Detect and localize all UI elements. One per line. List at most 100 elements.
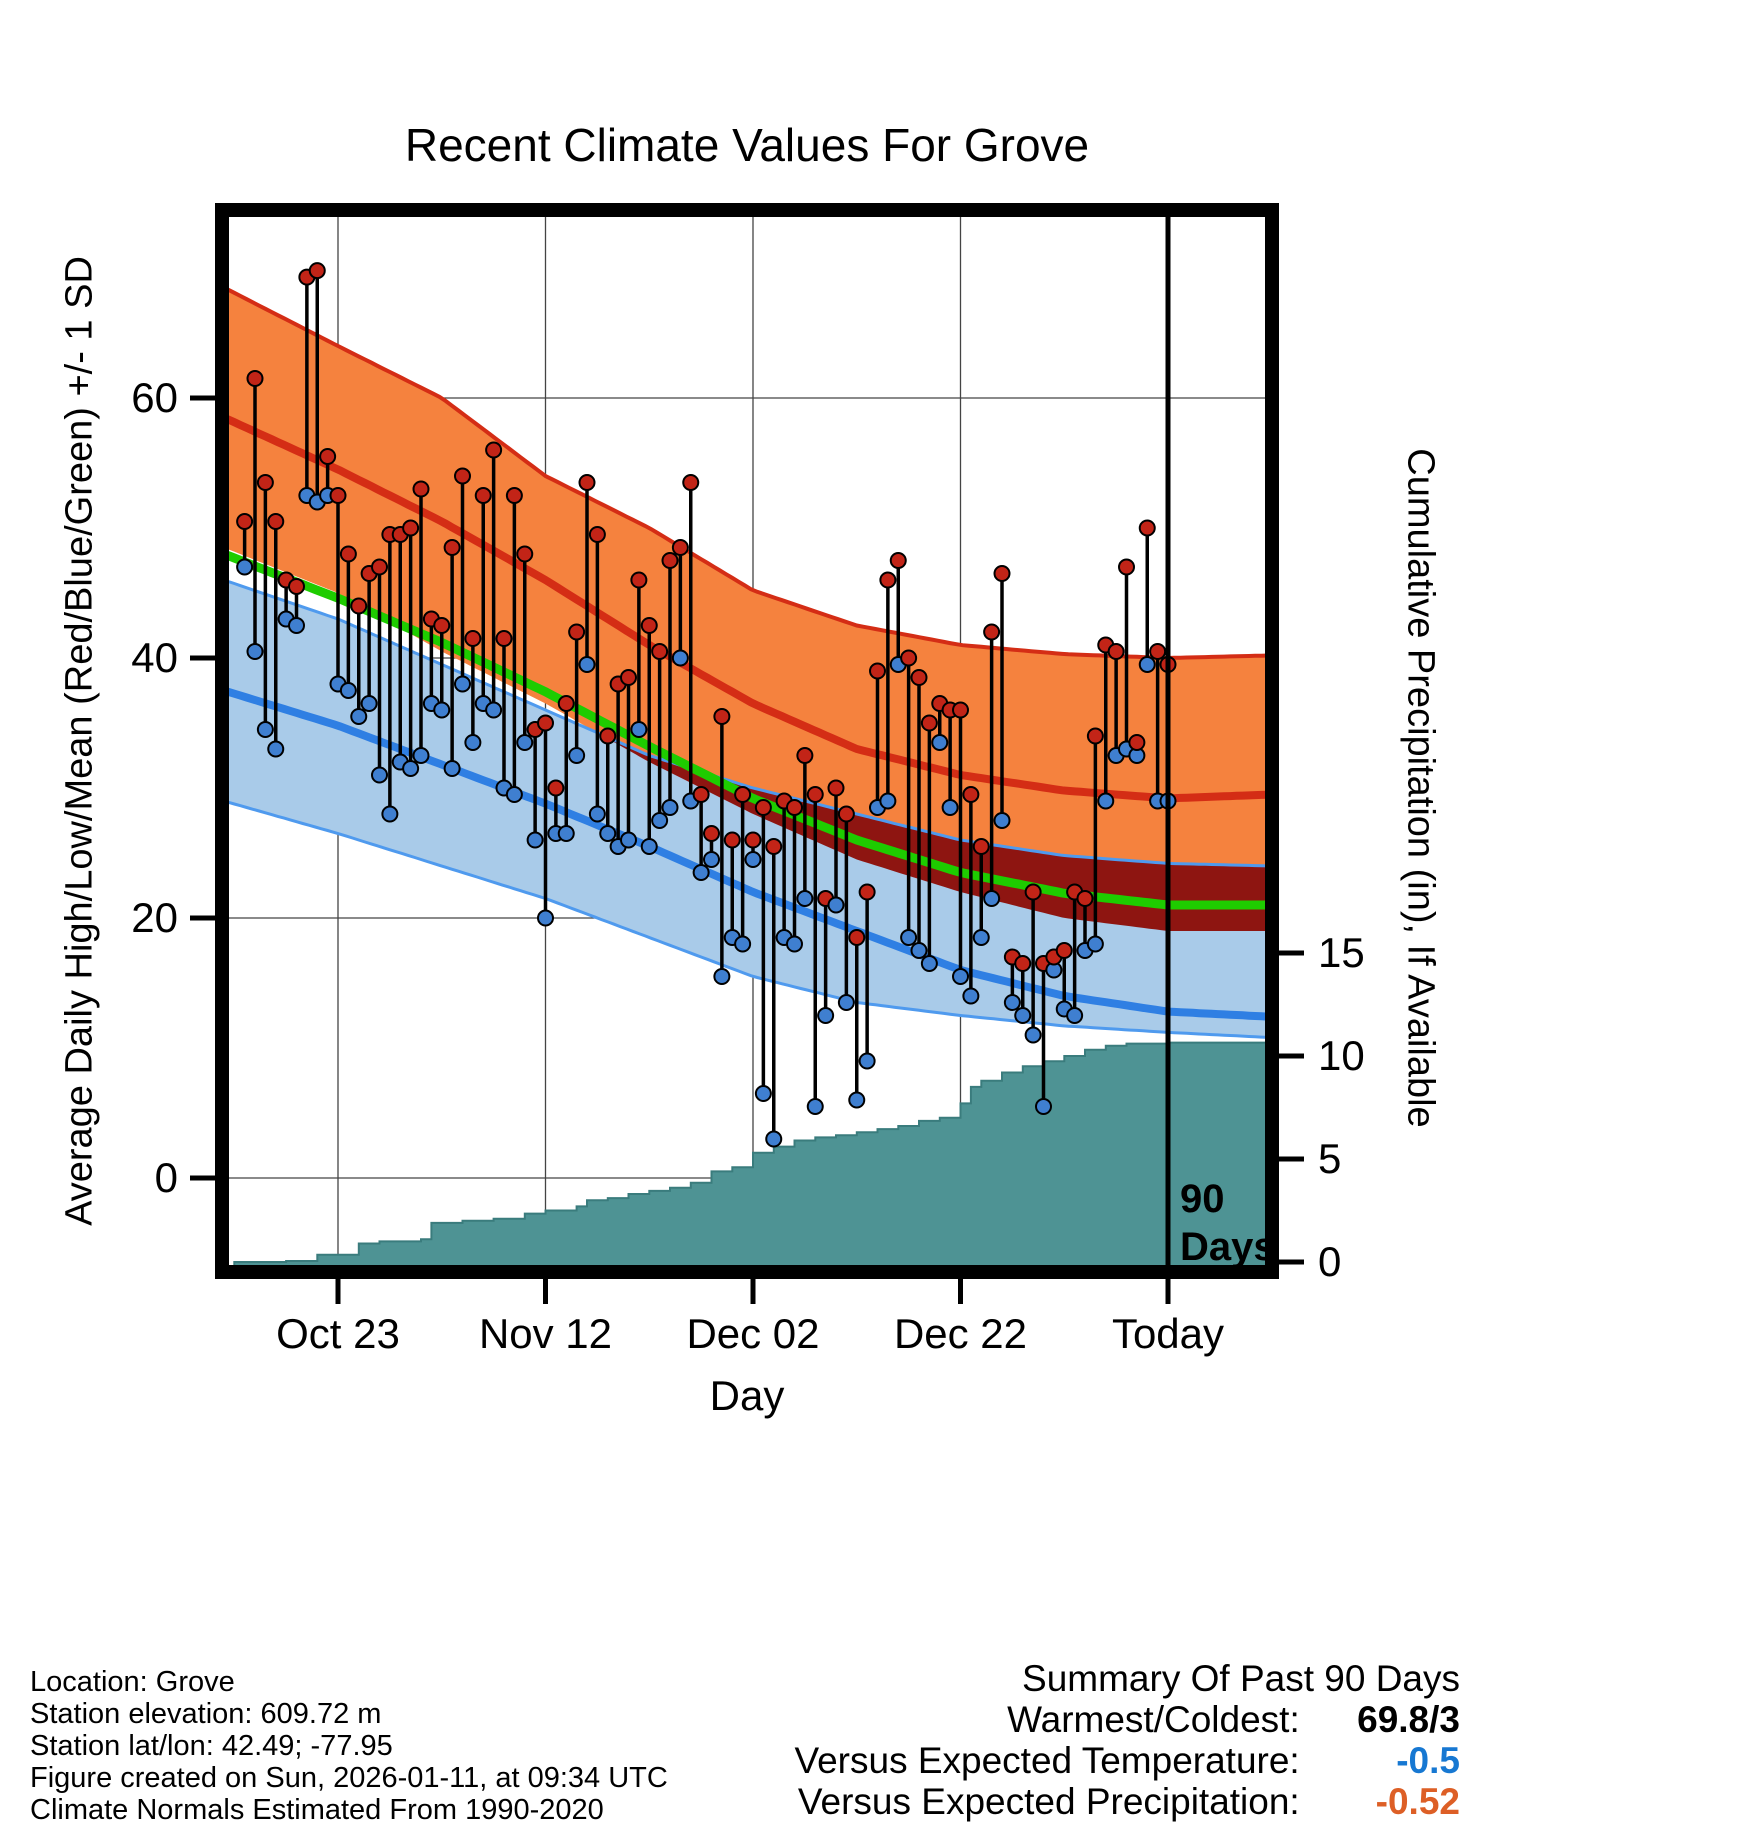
daily-low-dot: [941, 799, 959, 816]
mean-low-line: [217, 686, 1276, 1021]
left-tick-label: 40: [131, 634, 178, 681]
metadata-latlon: Station lat/lon: 42.49; -77.95: [30, 1730, 393, 1762]
daily-low-dot: [630, 721, 648, 738]
daily-high-dot: [993, 565, 1011, 582]
daily-low-dot: [454, 675, 471, 693]
right-tick-label: 10: [1318, 1032, 1365, 1079]
daily-low-dot: [485, 701, 503, 719]
daily-high-dot: [485, 441, 503, 459]
summary-label: Versus Expected Temperature:: [794, 1740, 1300, 1781]
daily-high-dot: [703, 825, 720, 842]
daily-high-dot: [547, 779, 565, 797]
daily-high-dot: [516, 545, 534, 563]
daily-low-dot: [256, 721, 274, 738]
daily-high-dot: [464, 630, 482, 647]
daily-low-dot: [267, 740, 285, 758]
summary-value: 69.8/3: [1357, 1699, 1460, 1740]
metadata-location: Location: Grove: [30, 1666, 235, 1698]
daily-low-dot: [837, 994, 855, 1011]
x-axis-title: Day: [709, 1372, 785, 1419]
daily-low-dot: [588, 805, 606, 823]
ninety-day-label-bottom: Days: [1180, 1225, 1276, 1269]
daily-low-dot: [1138, 656, 1156, 673]
summary-block: Summary Of Past 90 Days Warmest/Coldest:…: [794, 1658, 1460, 1822]
metadata-elevation: Station elevation: 609.72 m: [30, 1698, 382, 1730]
chart-title: Recent Climate Values For Grove: [404, 119, 1090, 171]
daily-low-dot: [526, 831, 544, 849]
x-tick-label: Today: [1112, 1310, 1224, 1357]
daily-high-dot: [256, 474, 274, 491]
daily-high-dot: [734, 786, 752, 803]
daily-high-dot: [288, 578, 305, 595]
daily-low-dot: [412, 747, 430, 764]
summary-row-vs-temperature: Versus Expected Temperature: -0.5: [794, 1740, 1460, 1781]
daily-low-dot: [578, 656, 596, 673]
daily-low-dot: [848, 1091, 866, 1109]
daily-high-dot: [671, 539, 689, 556]
low-band-upper-edge: [221, 578, 1272, 868]
daily-low-dot: [516, 734, 534, 751]
daily-high-dot: [412, 480, 430, 498]
daily-low-dot: [433, 701, 451, 719]
daily-high-dot: [339, 545, 357, 563]
daily-high-dot: [568, 623, 586, 641]
daily-low-dot: [744, 851, 762, 868]
ninety-day-label-top: 90: [1180, 1177, 1225, 1221]
daily-low-dot: [381, 805, 399, 823]
summary-title: Summary Of Past 90 Days: [1022, 1658, 1460, 1699]
metadata-normals: Climate Normals Estimated From 1990-2020: [30, 1794, 604, 1826]
daily-high-dot: [319, 448, 337, 465]
daily-high-dot: [474, 487, 492, 504]
daily-high-dot: [900, 649, 918, 667]
high-temp-band: [221, 287, 1272, 931]
daily-high-dot: [1055, 942, 1073, 959]
summary-value: -0.5: [1396, 1740, 1460, 1781]
daily-low-dot: [703, 851, 720, 868]
daily-low-dot: [236, 558, 254, 576]
daily-low-dot: [620, 831, 637, 849]
daily-high-dot: [443, 539, 461, 556]
daily-high-dot: [495, 630, 513, 647]
daily-low-dot: [371, 766, 388, 784]
daily-low-dot: [806, 1098, 824, 1115]
daily-low-dot: [910, 942, 928, 959]
daily-low-dot: [962, 987, 980, 1005]
daily-low-dot: [350, 708, 368, 725]
daily-low-dot: [900, 929, 918, 946]
daily-low-dot: [827, 896, 845, 914]
daily-high-dot: [640, 617, 658, 634]
daily-high-dot: [952, 701, 969, 719]
daily-high-dot: [920, 714, 938, 732]
plot-border: [215, 203, 1279, 1279]
daily-high-dot: [588, 526, 606, 543]
daily-high-dot: [236, 513, 254, 530]
daily-low-dot: [754, 1085, 772, 1102]
daily-low-dot: [537, 909, 554, 927]
right-tick-label: 0: [1318, 1238, 1341, 1285]
daily-high-dot: [651, 643, 669, 660]
daily-high-dot: [972, 838, 990, 855]
right-tick-label: 15: [1318, 929, 1365, 976]
daily-low-dot: [246, 643, 264, 660]
daily-high-dot: [1076, 890, 1094, 907]
x-tick-label: Dec 22: [894, 1310, 1027, 1357]
daily-high-dot: [983, 623, 1001, 641]
summary-label: Warmest/Coldest:: [1007, 1699, 1300, 1740]
daily-low-dot: [786, 935, 803, 953]
low-band-lower-edge: [221, 799, 1272, 1040]
daily-high-dot: [1086, 727, 1104, 745]
daily-low-dot: [713, 968, 731, 985]
summary-value: -0.52: [1375, 1781, 1460, 1822]
daily-low-dot: [557, 825, 575, 842]
daily-high-dot: [889, 552, 907, 569]
summary-label: Versus Expected Precipitation:: [797, 1781, 1300, 1822]
daily-high-dot: [308, 262, 326, 280]
daily-low-dot: [640, 838, 658, 855]
daily-low-dot: [972, 929, 990, 946]
daily-low-dot: [443, 760, 461, 777]
daily-high-dot: [1138, 519, 1156, 537]
daily-low-dot: [796, 890, 814, 907]
daily-high-dot: [713, 708, 731, 725]
daily-high-dot: [329, 487, 347, 504]
